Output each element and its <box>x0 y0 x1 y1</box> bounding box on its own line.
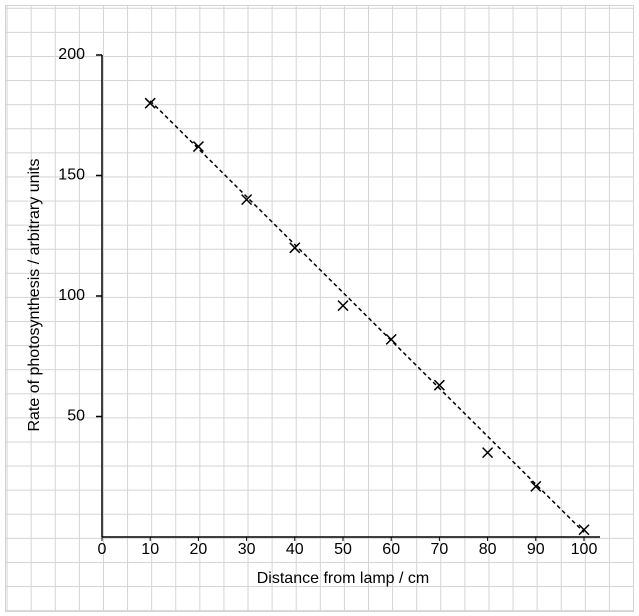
data-point <box>192 141 204 153</box>
x-tick-label: 30 <box>238 541 256 558</box>
y-tick-label: 200 <box>58 46 85 63</box>
data-point <box>433 379 445 391</box>
data-point <box>482 447 494 459</box>
x-tick-label: 100 <box>571 541 598 558</box>
data-point <box>289 242 301 254</box>
trend-line <box>149 100 585 533</box>
data-point <box>578 524 590 536</box>
x-axis-label: Distance from lamp / cm <box>257 570 429 587</box>
data-point <box>337 300 349 312</box>
x-tick-label: 90 <box>527 541 545 558</box>
data-point <box>530 480 542 492</box>
x-tick-label: 60 <box>382 541 400 558</box>
data-point <box>385 333 397 345</box>
x-tick-label: 20 <box>190 541 208 558</box>
graph-paper <box>5 5 634 612</box>
x-tick-label: 40 <box>286 541 304 558</box>
y-axis-label: Rate of photosynthesis / arbitrary units <box>26 158 43 431</box>
data-point <box>144 97 156 109</box>
y-tick-label: 50 <box>67 408 85 425</box>
data-point <box>241 194 253 206</box>
x-tick-label: 80 <box>479 541 497 558</box>
y-tick-label: 100 <box>58 287 85 304</box>
x-tick-label: 0 <box>98 541 107 558</box>
x-tick-label: 10 <box>141 541 159 558</box>
x-tick-label: 70 <box>431 541 449 558</box>
x-tick-label: 50 <box>334 541 352 558</box>
y-tick-label: 150 <box>58 167 85 184</box>
